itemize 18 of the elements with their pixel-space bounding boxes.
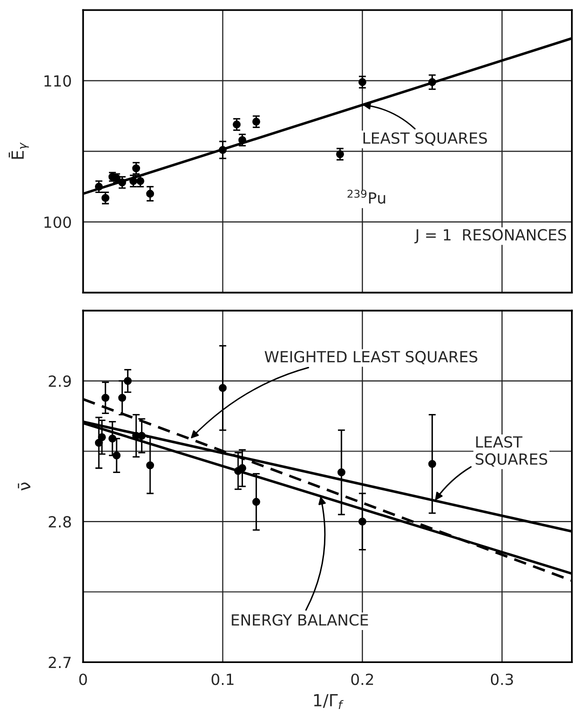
annotation: WEIGHTED LEAST SQUARES [264,350,478,364]
y-axis-title: Ē$_{γ}$ [8,142,29,159]
y-tick-label: 2.7 [48,656,71,668]
x-tick-label: 0.1 [212,674,234,686]
y-tick-label: 2.9 [48,375,71,387]
annotation: J = 1 RESONANCES [414,228,566,244]
y-axis-title: ν̄ [18,482,30,490]
annotation: LEAST SQUARES [363,132,487,146]
annotation: LEAST SQUARES [476,436,548,467]
x-tick-label: 0.2 [351,674,373,686]
x-axis-title: 1/Γ$_{f}$ [314,694,344,710]
annotation: ENERGY BALANCE [232,614,368,626]
x-tick-label: 0.3 [490,674,513,686]
y-tick-label: 100 [44,216,71,228]
y-tick-label: 110 [44,75,71,87]
x-tick-label: 0 [79,674,87,686]
y-tick-label: 2.8 [48,516,71,528]
annotation: $^{239}$Pu [348,190,386,204]
